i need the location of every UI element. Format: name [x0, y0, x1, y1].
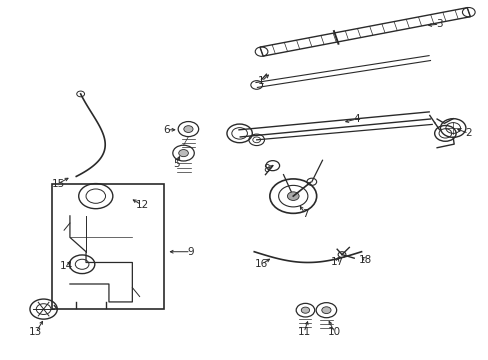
Text: 1: 1 — [258, 76, 264, 86]
Text: 2: 2 — [465, 129, 471, 138]
Text: 12: 12 — [135, 200, 148, 210]
Circle shape — [301, 307, 309, 313]
Text: 9: 9 — [187, 247, 194, 257]
Text: 10: 10 — [327, 327, 341, 337]
Text: 8: 8 — [263, 164, 269, 174]
Bar — [52, 184, 163, 309]
Text: 16: 16 — [254, 259, 267, 269]
Text: 14: 14 — [60, 261, 73, 271]
Text: 6: 6 — [163, 125, 169, 135]
Text: 17: 17 — [330, 257, 343, 267]
Text: 3: 3 — [435, 19, 442, 29]
Text: 11: 11 — [297, 327, 310, 337]
Circle shape — [287, 192, 299, 201]
Text: 7: 7 — [302, 209, 308, 219]
Circle shape — [321, 307, 330, 314]
Text: 5: 5 — [173, 159, 179, 169]
Text: 4: 4 — [353, 114, 359, 124]
Circle shape — [183, 126, 193, 132]
Text: 13: 13 — [29, 327, 42, 337]
Text: 18: 18 — [358, 255, 371, 265]
Circle shape — [178, 149, 188, 157]
Text: 15: 15 — [52, 179, 65, 189]
